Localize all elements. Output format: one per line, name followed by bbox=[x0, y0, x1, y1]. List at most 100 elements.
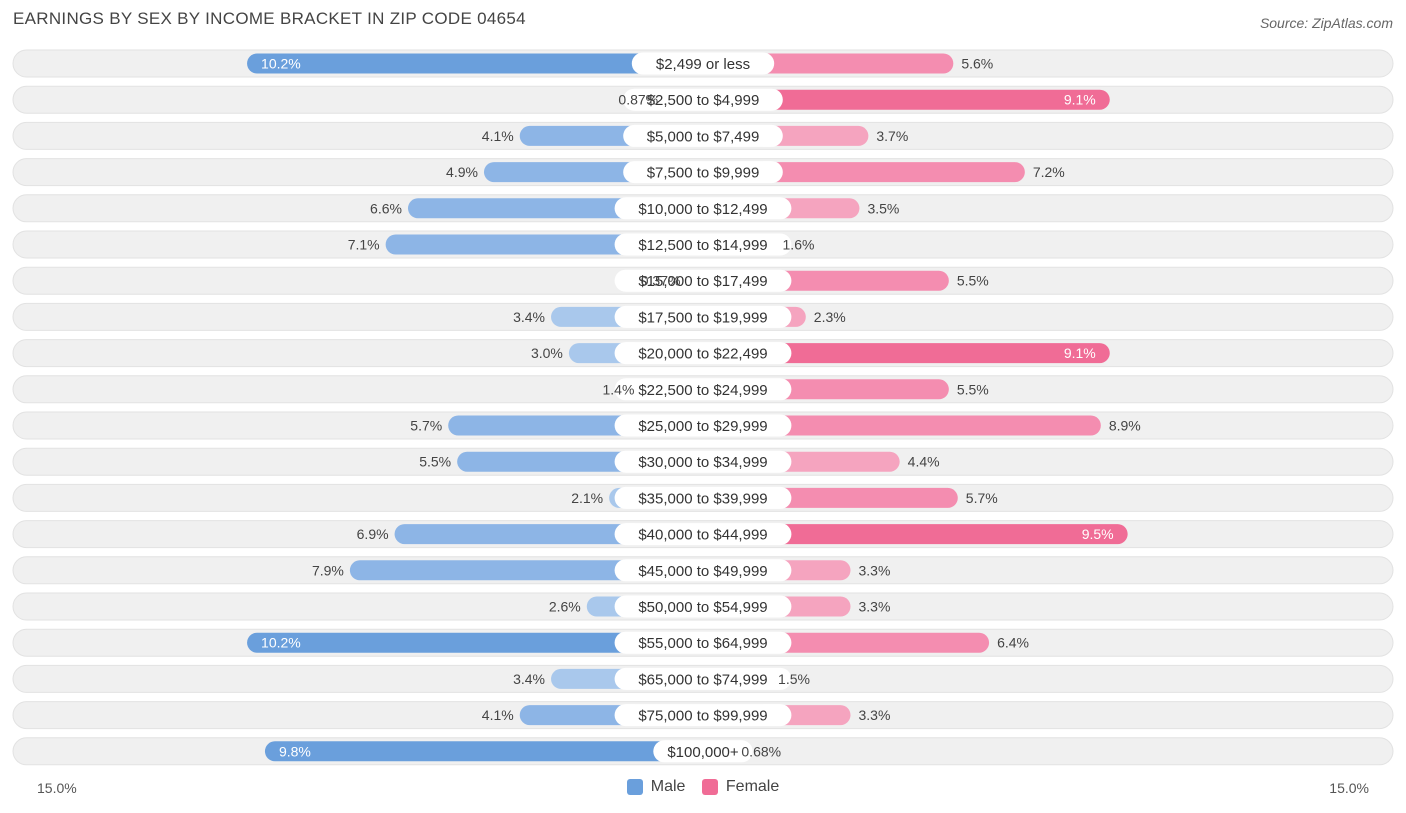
value-label-female: 7.2% bbox=[1033, 164, 1065, 180]
category-label: $15,000 to $17,499 bbox=[638, 273, 767, 290]
value-label-female: 3.5% bbox=[867, 200, 899, 216]
category-label: $7,500 to $9,999 bbox=[647, 165, 760, 182]
bar-female bbox=[703, 89, 1110, 110]
value-label-female: 9.1% bbox=[1064, 345, 1096, 361]
category-pill bbox=[623, 124, 783, 147]
category-label: $40,000 to $44,999 bbox=[638, 527, 767, 544]
category-label: $45,000 to $49,999 bbox=[638, 563, 767, 580]
category-pill bbox=[614, 269, 792, 292]
axis-label-right: 15.0% bbox=[1329, 780, 1369, 796]
category-pill bbox=[614, 450, 792, 473]
bar-female bbox=[703, 415, 1101, 436]
value-label-female: 9.1% bbox=[1064, 92, 1096, 108]
value-label-male: 3.0% bbox=[531, 345, 563, 361]
value-label-female: 3.3% bbox=[859, 599, 891, 615]
category-pill bbox=[614, 414, 792, 437]
category-label: $30,000 to $34,999 bbox=[638, 454, 767, 471]
category-label: $2,500 to $4,999 bbox=[647, 92, 760, 109]
bar-female bbox=[703, 343, 1110, 364]
value-label-male: 7.1% bbox=[348, 237, 380, 253]
category-label: $35,000 to $39,999 bbox=[638, 490, 767, 507]
value-label-female: 5.5% bbox=[957, 381, 989, 397]
legend-label-male: Male bbox=[650, 778, 686, 795]
value-label-female: 3.7% bbox=[876, 128, 908, 144]
value-label-male: 6.9% bbox=[357, 526, 389, 542]
bar-male bbox=[264, 741, 703, 762]
category-label: $10,000 to $12,499 bbox=[638, 201, 767, 218]
value-label-female: 6.4% bbox=[997, 635, 1029, 651]
category-pill bbox=[614, 667, 792, 690]
category-pill bbox=[614, 631, 792, 654]
value-label-male: 6.6% bbox=[370, 200, 402, 216]
value-label-male: 10.2% bbox=[261, 635, 301, 651]
category-pill bbox=[614, 342, 792, 365]
category-label: $20,000 to $22,499 bbox=[638, 346, 767, 363]
value-label-male: 5.7% bbox=[410, 418, 442, 434]
category-label: $22,500 to $24,999 bbox=[638, 382, 767, 399]
value-label-female: 9.5% bbox=[1082, 526, 1114, 542]
category-pill bbox=[614, 233, 792, 256]
value-label-female: 5.7% bbox=[966, 490, 998, 506]
value-label-female: 3.3% bbox=[859, 562, 891, 578]
value-label-female: 8.9% bbox=[1109, 418, 1141, 434]
value-label-female: 2.3% bbox=[814, 309, 846, 325]
category-pill bbox=[623, 88, 783, 111]
bar-male bbox=[349, 560, 703, 581]
bar-female bbox=[703, 162, 1025, 183]
value-label-female: 0.68% bbox=[741, 743, 781, 759]
category-pill bbox=[631, 52, 775, 75]
bar-male bbox=[247, 632, 703, 653]
category-label: $2,499 or less bbox=[656, 56, 750, 73]
value-label-male: 2.6% bbox=[549, 599, 581, 615]
value-label-male: 4.1% bbox=[482, 128, 514, 144]
category-pill bbox=[614, 486, 792, 509]
bar-male bbox=[247, 53, 703, 74]
value-label-male: 0.37% bbox=[641, 273, 681, 289]
value-label-female: 4.4% bbox=[908, 454, 940, 470]
bar-female bbox=[703, 524, 1128, 545]
category-pill bbox=[614, 305, 792, 328]
value-label-male: 0.87% bbox=[618, 92, 658, 108]
value-label-male: 2.1% bbox=[571, 490, 603, 506]
category-label: $17,500 to $19,999 bbox=[638, 309, 767, 326]
value-label-male: 4.9% bbox=[446, 164, 478, 180]
value-label-male: 4.1% bbox=[482, 707, 514, 723]
category-pill bbox=[614, 704, 792, 727]
chart-title: EARNINGS BY SEX BY INCOME BRACKET IN ZIP… bbox=[13, 9, 526, 28]
value-label-male: 7.9% bbox=[312, 562, 344, 578]
category-label: $75,000 to $99,999 bbox=[638, 708, 767, 725]
category-label: $100,000+ bbox=[667, 744, 739, 761]
axis-label-left: 15.0% bbox=[37, 780, 77, 796]
category-pill bbox=[614, 559, 792, 582]
legend-swatch-female bbox=[701, 779, 718, 795]
legend: Male Female bbox=[0, 778, 1406, 800]
category-pill bbox=[623, 161, 783, 184]
legend-item-male[interactable]: Male bbox=[626, 778, 686, 796]
legend-swatch-male bbox=[626, 779, 643, 795]
category-pill bbox=[653, 740, 753, 763]
value-label-male: 1.4% bbox=[602, 381, 634, 397]
source-note: Source: ZipAtlas.com bbox=[1259, 15, 1393, 31]
category-label: $5,000 to $7,499 bbox=[647, 128, 760, 145]
value-label-female: 5.6% bbox=[961, 56, 993, 72]
category-pill bbox=[614, 595, 792, 618]
category-label: $50,000 to $54,999 bbox=[638, 599, 767, 616]
value-label-male: 9.8% bbox=[279, 743, 311, 759]
category-pill bbox=[614, 197, 792, 220]
value-label-male: 3.4% bbox=[513, 309, 545, 325]
legend-item-female[interactable]: Female bbox=[701, 778, 780, 796]
value-label-male: 5.5% bbox=[419, 454, 451, 470]
value-label-female: 5.5% bbox=[957, 273, 989, 289]
value-label-female: 1.6% bbox=[783, 237, 815, 253]
value-label-female: 3.3% bbox=[859, 707, 891, 723]
legend-label-female: Female bbox=[725, 778, 780, 795]
category-label: $12,500 to $14,999 bbox=[638, 237, 767, 254]
category-pill bbox=[614, 378, 792, 401]
value-label-male: 3.4% bbox=[513, 671, 545, 687]
category-label: $25,000 to $29,999 bbox=[638, 418, 767, 435]
value-label-male: 10.2% bbox=[261, 56, 301, 72]
value-label-female: 1.5% bbox=[778, 671, 810, 687]
category-label: $55,000 to $64,999 bbox=[638, 635, 767, 652]
category-pill bbox=[614, 523, 792, 546]
